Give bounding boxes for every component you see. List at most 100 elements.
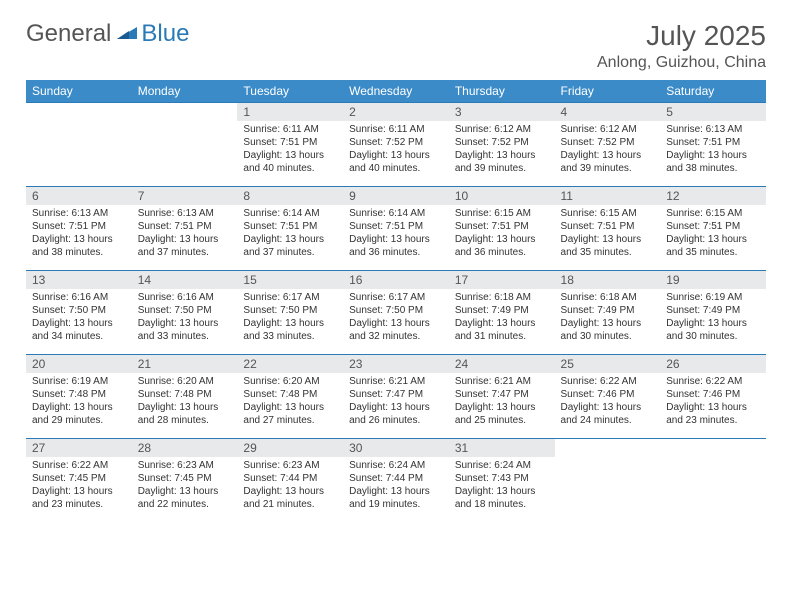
day-number bbox=[660, 439, 766, 443]
day-details: Sunrise: 6:13 AMSunset: 7:51 PMDaylight:… bbox=[26, 205, 132, 263]
logo-text-general: General bbox=[26, 20, 111, 48]
day-details: Sunrise: 6:22 AMSunset: 7:46 PMDaylight:… bbox=[660, 373, 766, 431]
day-header: Saturday bbox=[660, 80, 766, 103]
calendar-cell: 21Sunrise: 6:20 AMSunset: 7:48 PMDayligh… bbox=[132, 355, 238, 439]
day-number: 30 bbox=[343, 439, 449, 457]
calendar-cell: 27Sunrise: 6:22 AMSunset: 7:45 PMDayligh… bbox=[26, 439, 132, 523]
day-details: Sunrise: 6:17 AMSunset: 7:50 PMDaylight:… bbox=[237, 289, 343, 347]
day-details: Sunrise: 6:18 AMSunset: 7:49 PMDaylight:… bbox=[449, 289, 555, 347]
calendar-cell: 4Sunrise: 6:12 AMSunset: 7:52 PMDaylight… bbox=[555, 103, 661, 187]
day-number bbox=[26, 103, 132, 107]
day-number: 23 bbox=[343, 355, 449, 373]
day-details: Sunrise: 6:11 AMSunset: 7:51 PMDaylight:… bbox=[237, 121, 343, 179]
location: Anlong, Guizhou, China bbox=[597, 54, 766, 72]
calendar-cell: 12Sunrise: 6:15 AMSunset: 7:51 PMDayligh… bbox=[660, 187, 766, 271]
calendar-cell: 11Sunrise: 6:15 AMSunset: 7:51 PMDayligh… bbox=[555, 187, 661, 271]
calendar-cell: 6Sunrise: 6:13 AMSunset: 7:51 PMDaylight… bbox=[26, 187, 132, 271]
header: General Blue July 2025 Anlong, Guizhou, … bbox=[26, 20, 766, 72]
day-header-row: SundayMondayTuesdayWednesdayThursdayFrid… bbox=[26, 80, 766, 103]
calendar-cell bbox=[660, 439, 766, 523]
day-number bbox=[132, 103, 238, 107]
day-number: 18 bbox=[555, 271, 661, 289]
day-number: 9 bbox=[343, 187, 449, 205]
day-number: 3 bbox=[449, 103, 555, 121]
day-details: Sunrise: 6:20 AMSunset: 7:48 PMDaylight:… bbox=[132, 373, 238, 431]
day-number: 4 bbox=[555, 103, 661, 121]
calendar-cell: 23Sunrise: 6:21 AMSunset: 7:47 PMDayligh… bbox=[343, 355, 449, 439]
day-number: 14 bbox=[132, 271, 238, 289]
calendar-cell: 29Sunrise: 6:23 AMSunset: 7:44 PMDayligh… bbox=[237, 439, 343, 523]
calendar-cell bbox=[26, 103, 132, 187]
calendar-cell: 26Sunrise: 6:22 AMSunset: 7:46 PMDayligh… bbox=[660, 355, 766, 439]
day-details: Sunrise: 6:18 AMSunset: 7:49 PMDaylight:… bbox=[555, 289, 661, 347]
day-number: 7 bbox=[132, 187, 238, 205]
calendar-cell: 19Sunrise: 6:19 AMSunset: 7:49 PMDayligh… bbox=[660, 271, 766, 355]
day-number: 2 bbox=[343, 103, 449, 121]
day-number: 6 bbox=[26, 187, 132, 205]
day-details: Sunrise: 6:16 AMSunset: 7:50 PMDaylight:… bbox=[26, 289, 132, 347]
calendar-cell: 2Sunrise: 6:11 AMSunset: 7:52 PMDaylight… bbox=[343, 103, 449, 187]
logo-text-blue: Blue bbox=[141, 20, 189, 48]
day-header: Monday bbox=[132, 80, 238, 103]
day-number: 29 bbox=[237, 439, 343, 457]
day-details: Sunrise: 6:23 AMSunset: 7:45 PMDaylight:… bbox=[132, 457, 238, 515]
day-number bbox=[555, 439, 661, 443]
calendar-cell: 10Sunrise: 6:15 AMSunset: 7:51 PMDayligh… bbox=[449, 187, 555, 271]
day-details: Sunrise: 6:21 AMSunset: 7:47 PMDaylight:… bbox=[449, 373, 555, 431]
day-number: 24 bbox=[449, 355, 555, 373]
day-number: 25 bbox=[555, 355, 661, 373]
day-details: Sunrise: 6:12 AMSunset: 7:52 PMDaylight:… bbox=[555, 121, 661, 179]
day-details: Sunrise: 6:19 AMSunset: 7:49 PMDaylight:… bbox=[660, 289, 766, 347]
day-number: 12 bbox=[660, 187, 766, 205]
day-details: Sunrise: 6:11 AMSunset: 7:52 PMDaylight:… bbox=[343, 121, 449, 179]
calendar-row: 27Sunrise: 6:22 AMSunset: 7:45 PMDayligh… bbox=[26, 439, 766, 523]
calendar-cell: 9Sunrise: 6:14 AMSunset: 7:51 PMDaylight… bbox=[343, 187, 449, 271]
calendar-cell: 31Sunrise: 6:24 AMSunset: 7:43 PMDayligh… bbox=[449, 439, 555, 523]
day-details: Sunrise: 6:16 AMSunset: 7:50 PMDaylight:… bbox=[132, 289, 238, 347]
calendar-cell: 20Sunrise: 6:19 AMSunset: 7:48 PMDayligh… bbox=[26, 355, 132, 439]
calendar-cell: 13Sunrise: 6:16 AMSunset: 7:50 PMDayligh… bbox=[26, 271, 132, 355]
calendar-row: 13Sunrise: 6:16 AMSunset: 7:50 PMDayligh… bbox=[26, 271, 766, 355]
calendar-row: 1Sunrise: 6:11 AMSunset: 7:51 PMDaylight… bbox=[26, 103, 766, 187]
calendar-cell: 17Sunrise: 6:18 AMSunset: 7:49 PMDayligh… bbox=[449, 271, 555, 355]
logo-mark-icon bbox=[115, 23, 139, 46]
day-details: Sunrise: 6:13 AMSunset: 7:51 PMDaylight:… bbox=[660, 121, 766, 179]
calendar-cell: 22Sunrise: 6:20 AMSunset: 7:48 PMDayligh… bbox=[237, 355, 343, 439]
day-number: 26 bbox=[660, 355, 766, 373]
calendar-cell bbox=[555, 439, 661, 523]
title-block: July 2025 Anlong, Guizhou, China bbox=[597, 20, 766, 72]
calendar-cell: 30Sunrise: 6:24 AMSunset: 7:44 PMDayligh… bbox=[343, 439, 449, 523]
calendar-row: 6Sunrise: 6:13 AMSunset: 7:51 PMDaylight… bbox=[26, 187, 766, 271]
calendar-cell: 25Sunrise: 6:22 AMSunset: 7:46 PMDayligh… bbox=[555, 355, 661, 439]
day-details: Sunrise: 6:22 AMSunset: 7:46 PMDaylight:… bbox=[555, 373, 661, 431]
calendar-table: SundayMondayTuesdayWednesdayThursdayFrid… bbox=[26, 80, 766, 523]
day-details: Sunrise: 6:24 AMSunset: 7:43 PMDaylight:… bbox=[449, 457, 555, 515]
day-details: Sunrise: 6:21 AMSunset: 7:47 PMDaylight:… bbox=[343, 373, 449, 431]
day-number: 20 bbox=[26, 355, 132, 373]
calendar-cell: 7Sunrise: 6:13 AMSunset: 7:51 PMDaylight… bbox=[132, 187, 238, 271]
day-details: Sunrise: 6:19 AMSunset: 7:48 PMDaylight:… bbox=[26, 373, 132, 431]
day-header: Friday bbox=[555, 80, 661, 103]
calendar-cell: 15Sunrise: 6:17 AMSunset: 7:50 PMDayligh… bbox=[237, 271, 343, 355]
day-number: 8 bbox=[237, 187, 343, 205]
day-details: Sunrise: 6:15 AMSunset: 7:51 PMDaylight:… bbox=[449, 205, 555, 263]
day-details: Sunrise: 6:12 AMSunset: 7:52 PMDaylight:… bbox=[449, 121, 555, 179]
day-details: Sunrise: 6:24 AMSunset: 7:44 PMDaylight:… bbox=[343, 457, 449, 515]
day-header: Sunday bbox=[26, 80, 132, 103]
calendar-cell: 5Sunrise: 6:13 AMSunset: 7:51 PMDaylight… bbox=[660, 103, 766, 187]
calendar-cell: 24Sunrise: 6:21 AMSunset: 7:47 PMDayligh… bbox=[449, 355, 555, 439]
day-number: 21 bbox=[132, 355, 238, 373]
day-details: Sunrise: 6:22 AMSunset: 7:45 PMDaylight:… bbox=[26, 457, 132, 515]
day-header: Thursday bbox=[449, 80, 555, 103]
day-header: Wednesday bbox=[343, 80, 449, 103]
day-details: Sunrise: 6:17 AMSunset: 7:50 PMDaylight:… bbox=[343, 289, 449, 347]
day-number: 17 bbox=[449, 271, 555, 289]
day-details: Sunrise: 6:14 AMSunset: 7:51 PMDaylight:… bbox=[343, 205, 449, 263]
day-number: 16 bbox=[343, 271, 449, 289]
day-number: 27 bbox=[26, 439, 132, 457]
day-number: 19 bbox=[660, 271, 766, 289]
month-title: July 2025 bbox=[597, 20, 766, 52]
day-details: Sunrise: 6:13 AMSunset: 7:51 PMDaylight:… bbox=[132, 205, 238, 263]
day-number: 28 bbox=[132, 439, 238, 457]
calendar-cell: 8Sunrise: 6:14 AMSunset: 7:51 PMDaylight… bbox=[237, 187, 343, 271]
